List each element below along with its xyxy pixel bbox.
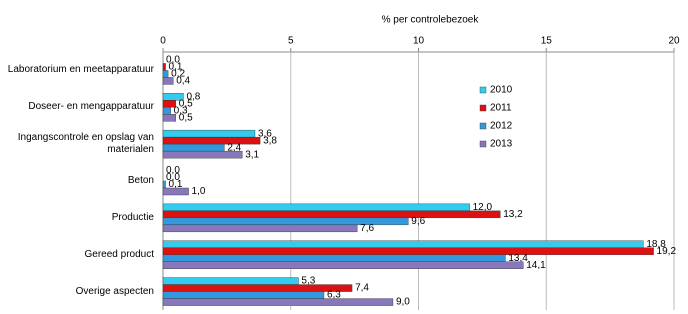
- category-label: Doseer- en mengapparatuur: [28, 101, 154, 113]
- bar: [162, 114, 176, 122]
- x-tick-label: 10: [413, 36, 425, 47]
- value-label: 0,8: [186, 91, 200, 102]
- legend-label: 2013: [490, 139, 513, 150]
- legend-label: 2010: [490, 85, 513, 96]
- bar: [162, 224, 358, 233]
- value-label: 3,8: [263, 135, 277, 146]
- bar: [162, 254, 506, 262]
- category-label: Ingangscontrole en opslag van materialen: [17, 132, 154, 156]
- value-label: 19,2: [657, 246, 677, 257]
- value-label: 18,8: [646, 239, 666, 250]
- bar: [162, 284, 353, 292]
- legend-swatch: [479, 86, 487, 94]
- legend-swatch: [479, 104, 487, 112]
- value-label: 7,6: [360, 223, 374, 234]
- value-label: 0,0: [166, 55, 180, 66]
- value-label: 0,2: [171, 69, 185, 80]
- bar: [162, 150, 243, 159]
- bar: [162, 261, 524, 269]
- value-label: 13,4: [508, 253, 528, 264]
- bar: [162, 291, 325, 299]
- bar: [162, 298, 394, 306]
- value-label: 9,0: [396, 297, 410, 308]
- legend-label: 2011: [490, 103, 512, 114]
- bar: [162, 70, 169, 78]
- value-label: 0,4: [176, 76, 190, 87]
- value-label: 0,1: [169, 179, 183, 190]
- category-label: Gereed product: [84, 248, 155, 260]
- value-label: 13,2: [503, 209, 523, 220]
- value-label: 6,3: [327, 290, 341, 301]
- value-label: 3,1: [245, 149, 259, 160]
- x-tick-label: 15: [541, 36, 553, 47]
- value-label: 2,4: [227, 142, 241, 153]
- bar: [162, 180, 166, 189]
- x-tick-label: 20: [668, 36, 680, 47]
- bar: [162, 187, 189, 196]
- value-label: 7,4: [355, 283, 369, 294]
- bar: [162, 210, 501, 219]
- value-label: 9,6: [411, 216, 425, 227]
- axis-title: % per controlebezoek: [382, 15, 480, 26]
- bar: [162, 136, 261, 145]
- value-label: 14,1: [526, 260, 546, 271]
- bar: [162, 203, 470, 212]
- category-label: Beton: [127, 175, 154, 186]
- x-tick-label: 5: [288, 36, 294, 47]
- value-label: 0,0: [166, 172, 180, 183]
- bar: [162, 63, 166, 71]
- value-label: 0,5: [179, 98, 193, 109]
- bar: [162, 143, 225, 152]
- category-label: Laboratorium en meetapparatuur: [7, 64, 154, 76]
- bar: [162, 77, 174, 85]
- value-label: 0,1: [169, 62, 183, 73]
- value-label: 3,6: [258, 128, 272, 139]
- x-tick-label: 0: [160, 36, 166, 47]
- category-label: Productie: [111, 211, 154, 223]
- value-label: 0,5: [179, 112, 193, 123]
- legend-label: 2012: [490, 121, 513, 132]
- bar: [162, 129, 256, 138]
- value-label: 1,0: [192, 186, 206, 197]
- legend-swatch: [479, 122, 487, 130]
- bar: [162, 277, 299, 285]
- value-label: 12,0: [473, 202, 493, 213]
- bar: [162, 247, 654, 255]
- value-label: 0,3: [174, 105, 188, 116]
- bar: [162, 240, 644, 248]
- bar: [162, 107, 171, 115]
- category-label: Overige aspecten: [75, 285, 154, 297]
- value-label: 5,3: [301, 276, 315, 287]
- legend-swatch: [479, 140, 487, 148]
- value-label: 0,0: [166, 165, 180, 176]
